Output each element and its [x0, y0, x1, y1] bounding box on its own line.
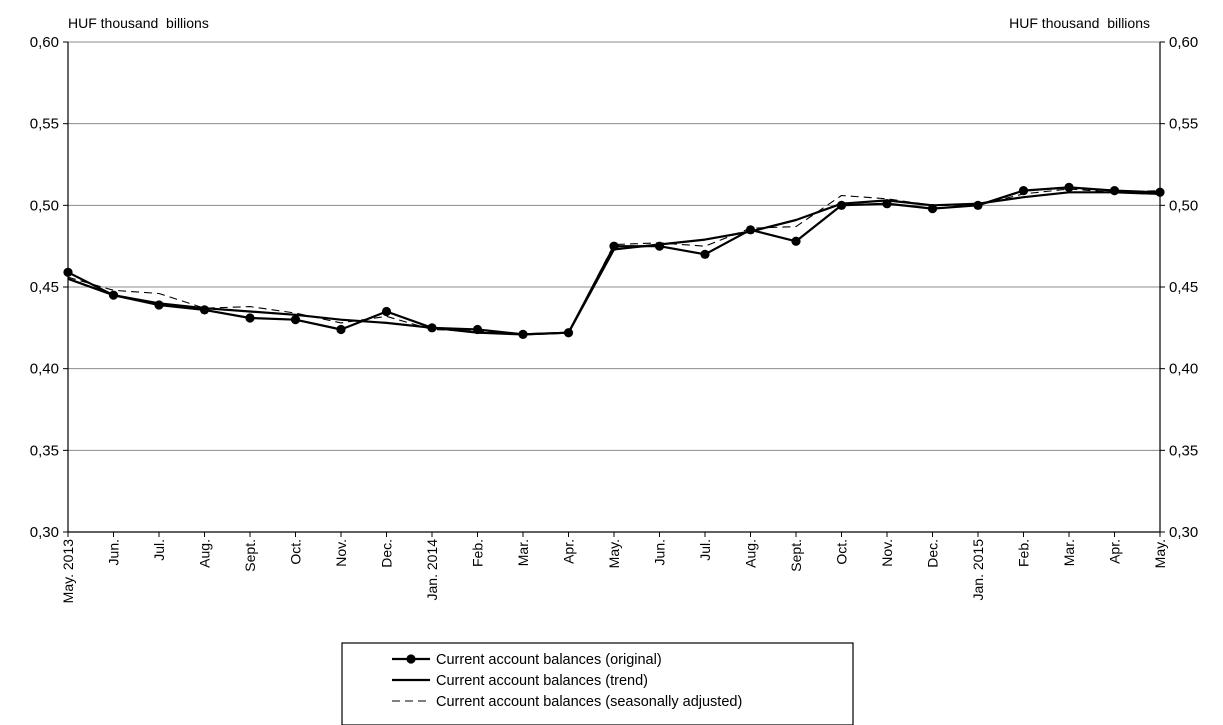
data-point	[882, 199, 892, 209]
data-point	[1018, 186, 1029, 196]
data-point	[154, 300, 164, 310]
y-tick-label-right: 0,30	[1169, 524, 1198, 541]
y-tick-label-right: 0,60	[1169, 34, 1198, 51]
y-tick-label-left: 0,40	[30, 361, 59, 378]
y-tick-label-left: 0,35	[30, 442, 59, 459]
x-tick-label: Apr.	[561, 539, 577, 564]
x-axis: May. 2013 Jun. Jul. Aug. Sept. Oct. Nov. Dec. Ja…	[60, 532, 1168, 603]
y-tick-label-right: 0,55	[1169, 116, 1198, 133]
y-tick-label-left: 0,50	[30, 197, 59, 214]
x-tick-label: Mar.	[1061, 539, 1077, 566]
x-tick-label: Jan. 2014	[424, 539, 440, 601]
data-point	[1155, 187, 1165, 197]
x-tick-label: Jun.	[106, 539, 122, 565]
legend-label: Current account balances (trend)	[436, 673, 648, 689]
data-point	[336, 324, 346, 335]
data-point	[63, 267, 73, 277]
data-point	[1064, 182, 1074, 192]
data-point	[791, 236, 801, 246]
y-tick-label-left: 0,60	[30, 34, 59, 51]
data-point	[973, 200, 983, 210]
series-lines	[67, 186, 1161, 336]
x-tick-label: Sept.	[242, 539, 258, 572]
legend-label: Current account balances (original)	[436, 652, 662, 668]
data-point	[518, 329, 528, 339]
x-tick-label: Jun.	[652, 539, 668, 565]
right-axis-unit-label: HUF thousand billions	[1009, 15, 1150, 31]
x-tick-label: Jan. 2015	[970, 539, 986, 601]
x-tick-label: Oct.	[834, 539, 850, 565]
data-point	[563, 328, 574, 338]
x-tick-label: Nov.	[333, 539, 349, 567]
data-point	[1109, 186, 1120, 196]
x-tick-label: Mar.	[515, 539, 531, 566]
legend-box	[341, 642, 854, 725]
x-tick-label: Feb.	[470, 539, 486, 567]
data-point	[427, 323, 437, 333]
x-tick-label: Jul.	[697, 539, 713, 561]
data-point	[700, 249, 710, 259]
series-line-dashed	[67, 188, 1161, 335]
left-y-axis: 0,30 0,35 0,40 0,45 0,50 0,55 0,60	[30, 34, 68, 541]
data-point	[245, 313, 255, 323]
x-tick-label: Aug.	[743, 539, 759, 568]
data-point	[654, 241, 665, 251]
x-tick-label: Dec.	[925, 539, 941, 568]
data-point	[199, 305, 210, 315]
y-tick-label-left: 0,30	[30, 524, 59, 541]
x-tick-label: Jul.	[151, 539, 167, 561]
gridlines	[68, 41, 1160, 451]
x-tick-label: Sept.	[788, 539, 804, 572]
data-point	[108, 290, 119, 300]
x-tick-label: May.	[606, 539, 622, 568]
x-tick-label: Feb.	[1016, 539, 1032, 567]
y-tick-label-right: 0,50	[1169, 197, 1198, 214]
series-markers	[63, 182, 1165, 339]
y-tick-label-left: 0,55	[30, 116, 59, 133]
series-line-solid	[67, 191, 1161, 336]
data-point	[472, 324, 483, 335]
data-point	[927, 204, 938, 214]
x-tick-label: Aug.	[197, 539, 213, 568]
left-axis-unit-label: HUF thousand billions	[68, 15, 209, 31]
x-tick-label: Apr.	[1107, 539, 1123, 564]
x-tick-label: May.	[1152, 539, 1168, 568]
series-line-solid-markers	[67, 186, 1161, 336]
x-tick-label: Nov.	[879, 539, 895, 567]
x-tick-label: Dec.	[379, 539, 395, 568]
y-tick-label-right: 0,35	[1169, 442, 1198, 459]
y-tick-label-right: 0,45	[1169, 279, 1198, 296]
data-point	[836, 200, 847, 210]
legend: Current account balances (original) Curre…	[341, 642, 854, 725]
x-tick-label: May. 2013	[60, 539, 76, 604]
data-point	[745, 225, 756, 235]
data-point	[290, 315, 301, 325]
right-y-axis: 0,30 0,35 0,40 0,45 0,50 0,55 0,60	[1160, 34, 1198, 541]
data-point	[609, 241, 619, 251]
legend-label: Current account balances (seasonally adj…	[436, 694, 742, 710]
x-tick-label: Oct.	[288, 539, 304, 565]
data-point	[381, 306, 392, 317]
y-tick-label-right: 0,40	[1169, 361, 1198, 378]
y-tick-label-left: 0,45	[30, 279, 59, 296]
legend-marker	[406, 654, 416, 664]
